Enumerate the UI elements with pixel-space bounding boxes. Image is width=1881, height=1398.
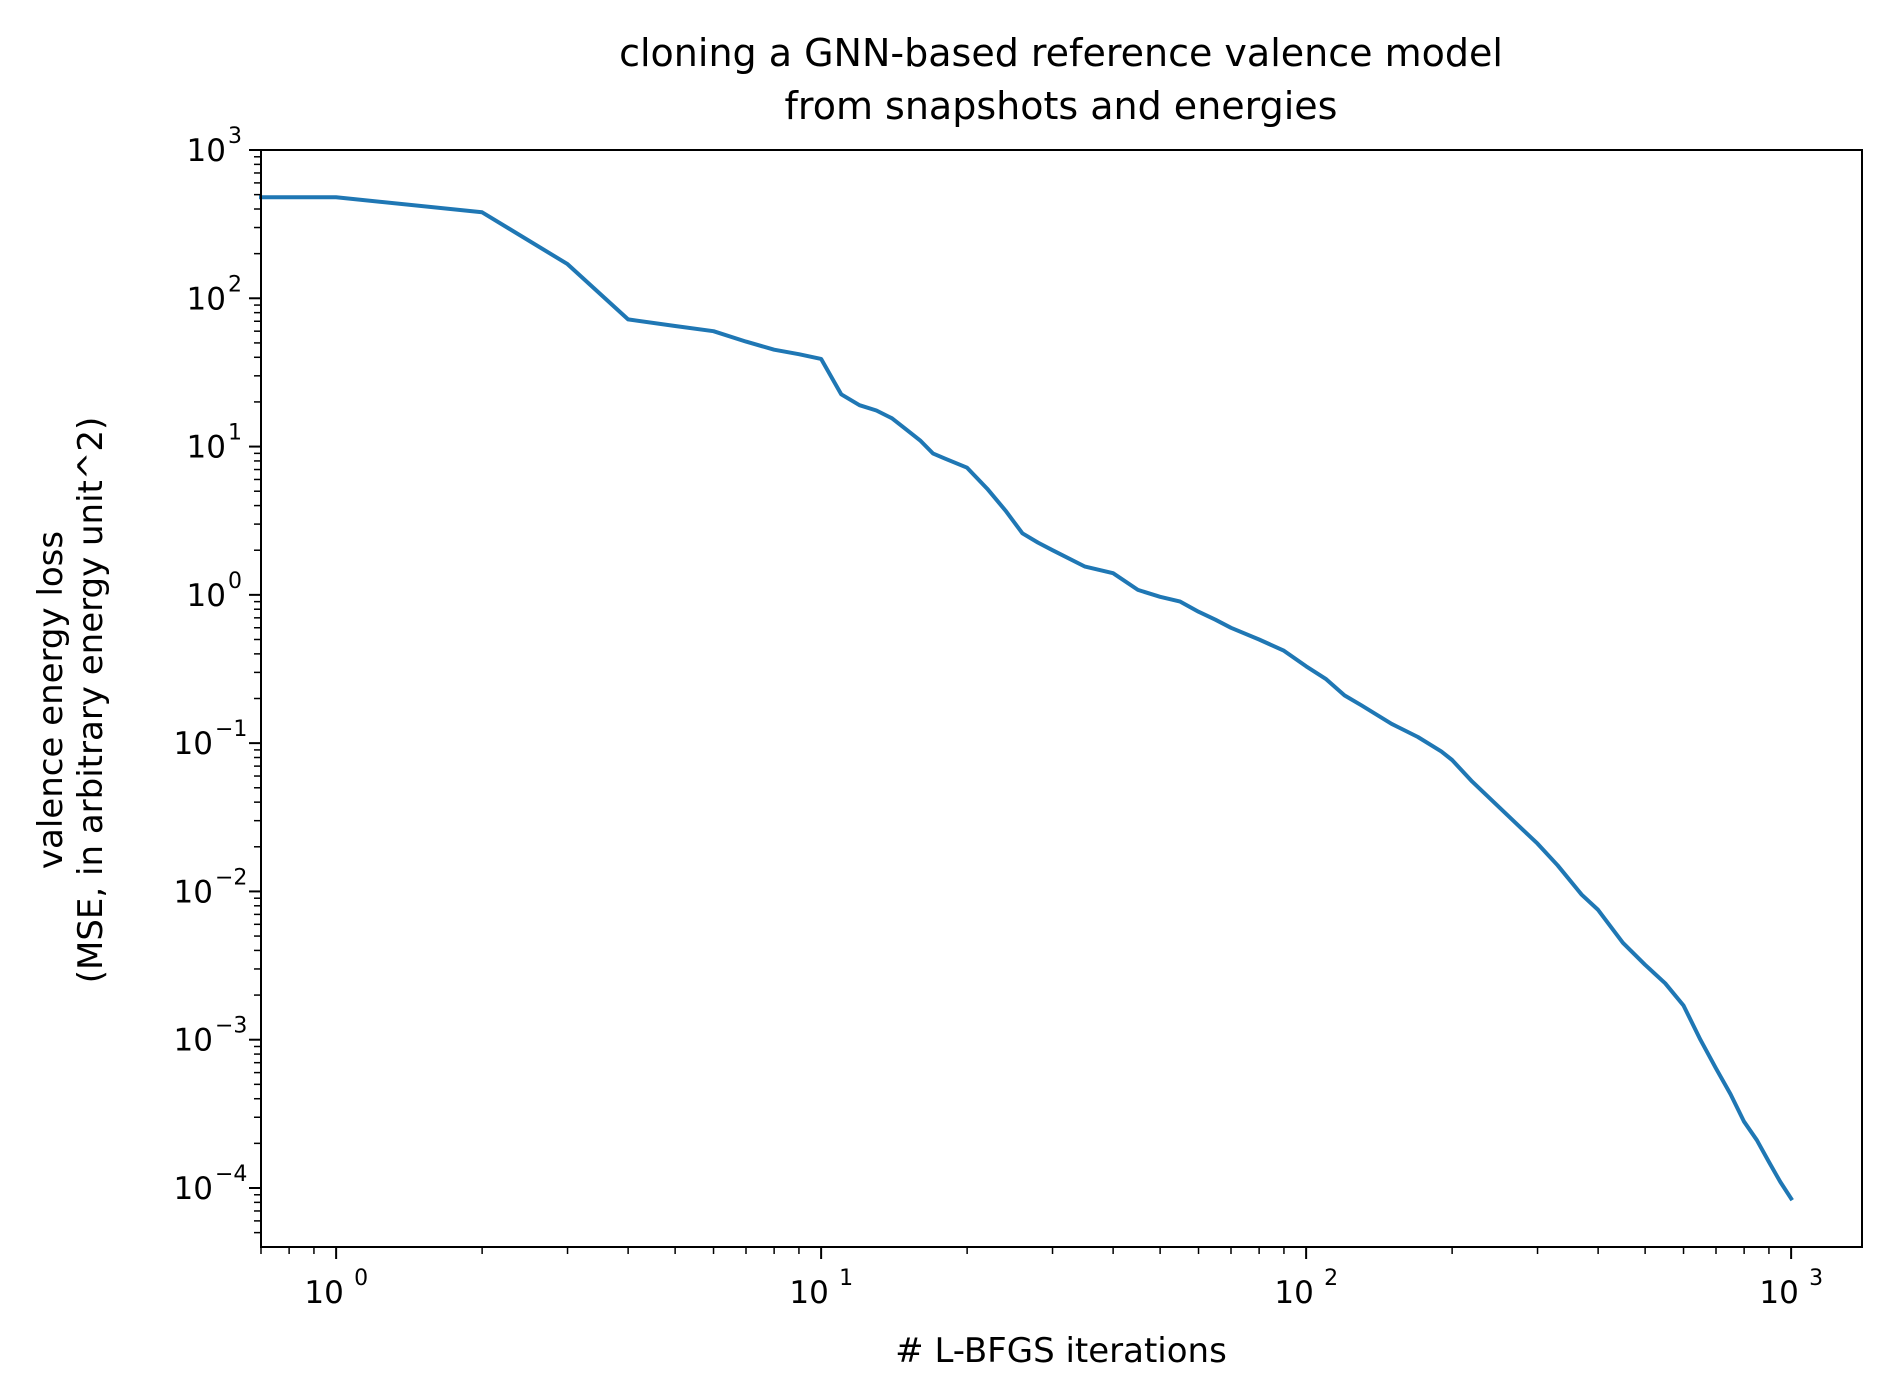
y-tick-label-4: 10	[174, 726, 213, 762]
y-tick-label-7: 10	[174, 1171, 213, 1207]
y-axis-label-line-1: valence energy loss	[31, 531, 71, 869]
x-tick-label-2: 10	[1274, 1275, 1313, 1311]
series-line-0	[259, 195, 1794, 1202]
y-tick-exponent-5: −2	[215, 865, 247, 890]
y-tick-label-0: 10	[187, 133, 226, 169]
y-tick-exponent-4: −1	[215, 717, 247, 742]
axes-frame	[260, 149, 1863, 1248]
x-axis: 10 0 10 1 10 2 10 3	[260, 1247, 1823, 1311]
y-tick-exponent-1: 2	[228, 272, 242, 297]
x-tick-exponent-2: 2	[1324, 1266, 1338, 1291]
chart-title-line-2: from snapshots and energies	[785, 84, 1338, 128]
x-tick-exponent-1: 1	[839, 1266, 853, 1291]
y-tick-exponent-6: −3	[215, 1014, 247, 1039]
x-tick-label-0: 10	[304, 1275, 343, 1311]
x-tick-exponent-0: 0	[354, 1266, 368, 1291]
x-tick-exponent-3: 3	[1809, 1266, 1823, 1291]
y-tick-exponent-0: 3	[228, 124, 242, 149]
plot-area	[259, 149, 1863, 1248]
y-tick-label-5: 10	[174, 874, 213, 910]
chart-title-line-1: cloning a GNN-based reference valence mo…	[619, 31, 1503, 75]
y-tick-exponent-3: 0	[228, 569, 242, 594]
y-axis-label-line-2: (MSE, in arbitrary energy unit^2)	[71, 417, 111, 984]
y-tick-label-6: 10	[174, 1023, 213, 1059]
x-tick-label-1: 10	[789, 1275, 828, 1311]
y-tick-exponent-7: −4	[215, 1162, 247, 1187]
x-axis-label: # L-BFGS iterations	[895, 1331, 1227, 1371]
y-tick-label-1: 10	[187, 281, 226, 317]
x-tick-label-3: 10	[1759, 1275, 1798, 1311]
y-tick-label-2: 10	[187, 430, 226, 466]
y-tick-exponent-2: 1	[228, 421, 242, 446]
y-tick-label-3: 10	[187, 578, 226, 614]
